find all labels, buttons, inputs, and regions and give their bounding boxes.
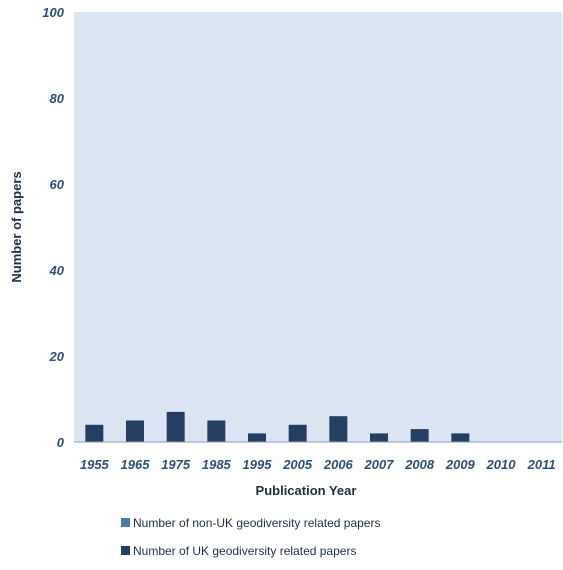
bar-1955 <box>85 424 104 442</box>
y-tick-label: 100 <box>42 5 64 20</box>
x-tick-label: 1965 <box>121 457 151 472</box>
x-axis-title: Publication Year <box>256 483 357 498</box>
y-axis-ticks: 0 20 40 60 80 100 <box>42 5 64 450</box>
plot-area <box>74 12 562 442</box>
x-tick-label: 1955 <box>80 457 110 472</box>
bar-2007 <box>370 433 388 442</box>
x-tick-label: 2010 <box>486 457 517 472</box>
y-tick-label: 80 <box>50 91 65 106</box>
x-tick-label: 2011 <box>527 457 556 472</box>
y-tick-label: 0 <box>57 435 65 450</box>
x-tick-label: 2009 <box>445 457 476 472</box>
legend: Number of non-UK geodiversity related pa… <box>121 514 380 570</box>
bar-2005 <box>288 424 307 442</box>
bar-1995 <box>248 433 266 442</box>
legend-item-non-uk: Number of non-UK geodiversity related pa… <box>121 514 380 531</box>
bar-2009 <box>451 433 470 442</box>
x-axis-ticks: 1955 1965 1975 1985 1995 2005 2006 2007 2008 2009… <box>80 457 556 472</box>
bar-2006 <box>329 416 348 442</box>
legend-item-uk: Number of UK geodiversity related papers <box>121 542 380 559</box>
bars-group <box>85 411 470 442</box>
bar-1985 <box>207 420 226 442</box>
legend-label: Number of UK geodiversity related papers <box>133 543 357 558</box>
legend-swatch <box>121 546 130 555</box>
x-tick-label: 2005 <box>282 457 313 472</box>
x-tick-label: 1995 <box>243 457 273 472</box>
bar-1975 <box>166 411 185 442</box>
bar-1965 <box>126 420 144 442</box>
x-tick-label: 1975 <box>161 457 191 472</box>
y-tick-label: 60 <box>50 177 65 192</box>
y-tick-label: 20 <box>49 349 65 364</box>
y-axis-title: Number of papers <box>9 171 24 282</box>
bar-2008 <box>410 429 429 442</box>
legend-swatch <box>121 518 130 527</box>
x-tick-label: 2006 <box>323 457 354 472</box>
x-tick-label: 1985 <box>202 457 232 472</box>
legend-label: Number of non-UK geodiversity related pa… <box>133 515 381 530</box>
y-tick-label: 40 <box>49 263 65 278</box>
x-tick-label: 2008 <box>404 457 435 472</box>
x-tick-label: 2007 <box>364 457 395 472</box>
